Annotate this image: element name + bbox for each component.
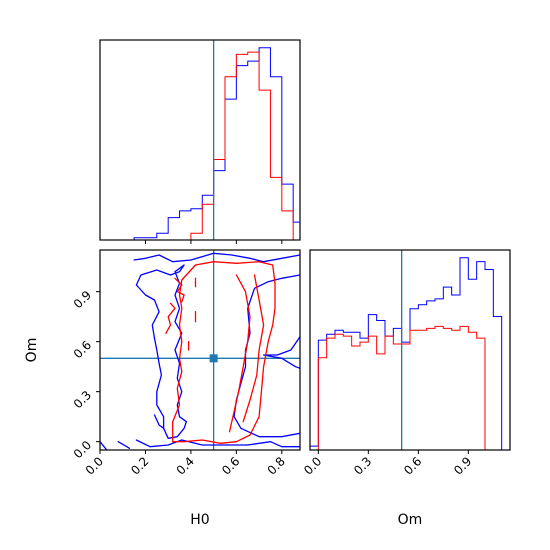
contour-blue	[262, 336, 300, 369]
x-tick-label: 0.0	[301, 454, 324, 477]
x-tick-label: 0.6	[219, 454, 242, 477]
axes-frame	[309, 249, 511, 451]
x-tick-label: 0.0	[83, 454, 106, 477]
contour-red	[242, 274, 265, 423]
panel-om-marginal: 0.0 0.3 0.6 0.9	[301, 249, 511, 478]
panel-h0-marginal	[99, 39, 301, 244]
y-tick-label: 0.9	[71, 288, 94, 311]
contour-blue	[100, 441, 108, 450]
contour-blue	[135, 439, 300, 448]
ylabel-om: Om	[24, 338, 40, 363]
plot-area	[310, 250, 503, 450]
x-tick-label: 0.6	[401, 454, 424, 477]
plot-area	[100, 250, 300, 450]
x-tick-label: 0.9	[451, 454, 474, 477]
plot-area	[100, 40, 300, 240]
y-tick-label: 0.6	[71, 338, 94, 361]
contour-blue	[153, 414, 165, 429]
xlabel-h0: H0	[190, 512, 209, 528]
hist-series-red	[100, 51, 300, 240]
y-tick-label: 0.3	[71, 388, 94, 411]
xlabel-om: Om	[398, 512, 423, 528]
contour-blue	[135, 264, 188, 439]
contour-red	[174, 277, 185, 303]
contour-red	[228, 274, 251, 433]
axes-frame	[99, 39, 301, 241]
hist-series-red	[310, 325, 502, 450]
truth-marker	[209, 354, 218, 363]
x-tick-label: 0.3	[351, 454, 374, 477]
contour-blue	[233, 274, 300, 438]
contour-blue	[133, 252, 300, 263]
x-tick-label: 0.8	[265, 454, 288, 477]
panel-h0-om-joint: 0.0 0.2 0.4 0.6 0.8 0.0 0.3 0.6 0.9	[71, 249, 301, 478]
contour-red	[165, 302, 176, 334]
x-tick-label: 0.4	[174, 454, 197, 477]
axes-frame	[99, 249, 301, 451]
contour-red	[172, 261, 276, 444]
hist-series-blue	[310, 257, 503, 450]
contour-blue	[117, 441, 131, 449]
x-tick-label: 0.2	[128, 454, 151, 477]
y-tick-label: 0.0	[71, 438, 94, 461]
